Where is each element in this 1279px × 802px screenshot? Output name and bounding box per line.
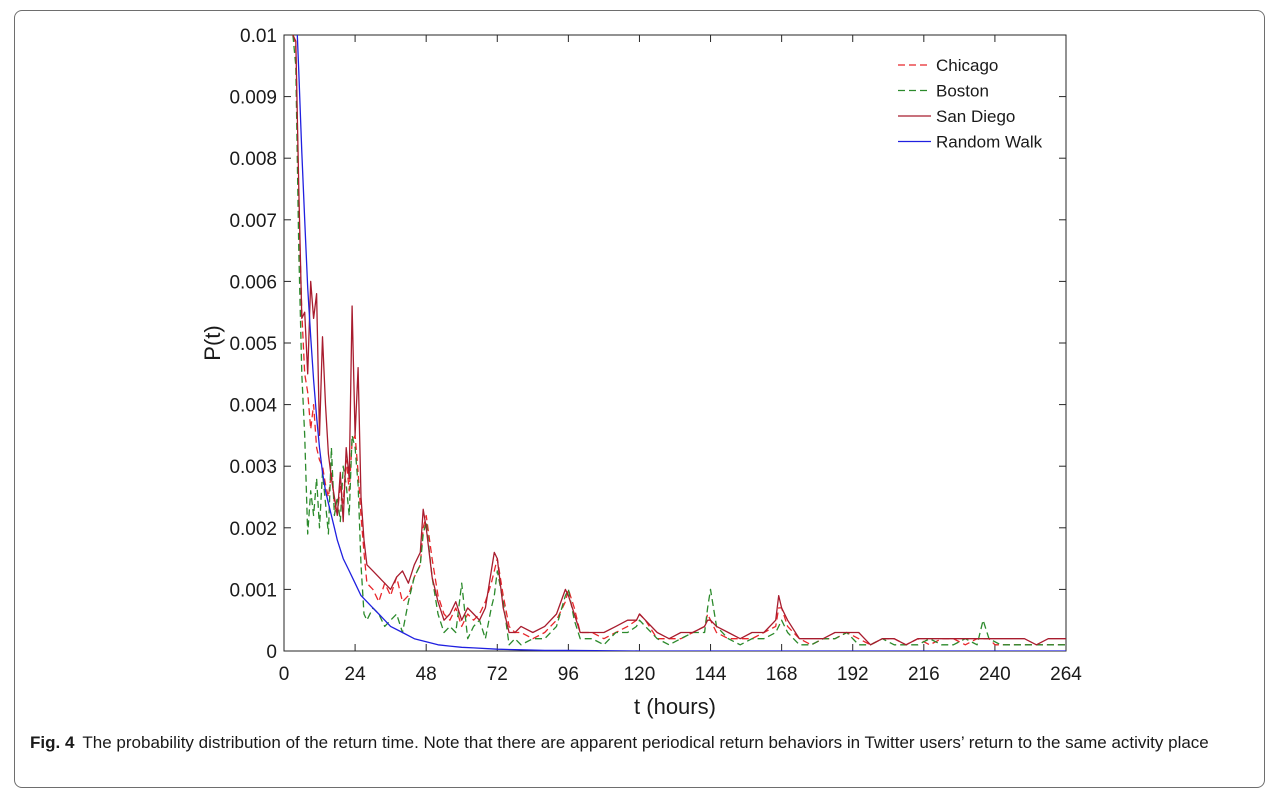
y-tick-label: 0.008 bbox=[229, 149, 277, 170]
x-axis-title: t (hours) bbox=[634, 694, 716, 719]
x-tick-label: 168 bbox=[766, 664, 798, 685]
series-lines bbox=[292, 35, 1066, 651]
y-tick-label: 0.002 bbox=[229, 519, 277, 540]
series-line-san-diego bbox=[292, 35, 1066, 646]
x-tick-label: 264 bbox=[1050, 664, 1082, 685]
figure-label: Fig. 4 bbox=[30, 733, 75, 752]
y-tick-label: 0.009 bbox=[229, 88, 277, 109]
x-tick-label: 24 bbox=[345, 664, 367, 685]
x-tick-label: 120 bbox=[624, 664, 656, 685]
legend-entry: Boston bbox=[936, 82, 989, 101]
y-tick-label: 0.005 bbox=[229, 334, 277, 355]
series-line-boston bbox=[292, 35, 1066, 646]
x-tick-label: 240 bbox=[979, 664, 1011, 685]
y-tick-label: 0.003 bbox=[229, 457, 277, 478]
y-tick-label: 0.01 bbox=[240, 26, 277, 47]
figure-caption-text: The probability distribution of the retu… bbox=[82, 733, 1209, 752]
x-tick-label: 192 bbox=[837, 664, 869, 685]
legend-entry: Random Walk bbox=[936, 133, 1043, 152]
y-tick-label: 0.004 bbox=[229, 396, 277, 417]
x-tick-label: 48 bbox=[416, 664, 437, 685]
legend: Chicago Boston San Diego Random Walk bbox=[898, 56, 1043, 152]
y-tick-label: 0 bbox=[266, 642, 277, 663]
x-tick-label: 216 bbox=[908, 664, 940, 685]
axis-ticks bbox=[283, 34, 1067, 652]
y-axis-title: P(t) bbox=[200, 325, 225, 360]
x-tick-label: 72 bbox=[487, 664, 508, 685]
plot-area-border bbox=[283, 34, 1067, 652]
series-line-chicago bbox=[292, 35, 1066, 646]
y-tick-label: 0.007 bbox=[229, 211, 277, 232]
axis-tick-labels: 0 24 48 72 96 120 144 168 192 216 240 264 0 0.001 0.00… bbox=[229, 26, 1082, 685]
figure-frame bbox=[14, 10, 1265, 788]
x-tick-label: 96 bbox=[558, 664, 579, 685]
y-tick-label: 0.006 bbox=[229, 272, 277, 293]
x-tick-label: 144 bbox=[695, 664, 727, 685]
legend-entry: Chicago bbox=[936, 56, 998, 75]
legend-entry: San Diego bbox=[936, 107, 1015, 126]
x-tick-label: 0 bbox=[279, 664, 290, 685]
series-line-random-walk bbox=[296, 35, 1066, 651]
figure-caption: Fig. 4 The probability distribution of th… bbox=[30, 731, 1245, 755]
y-tick-label: 0.001 bbox=[229, 580, 277, 601]
